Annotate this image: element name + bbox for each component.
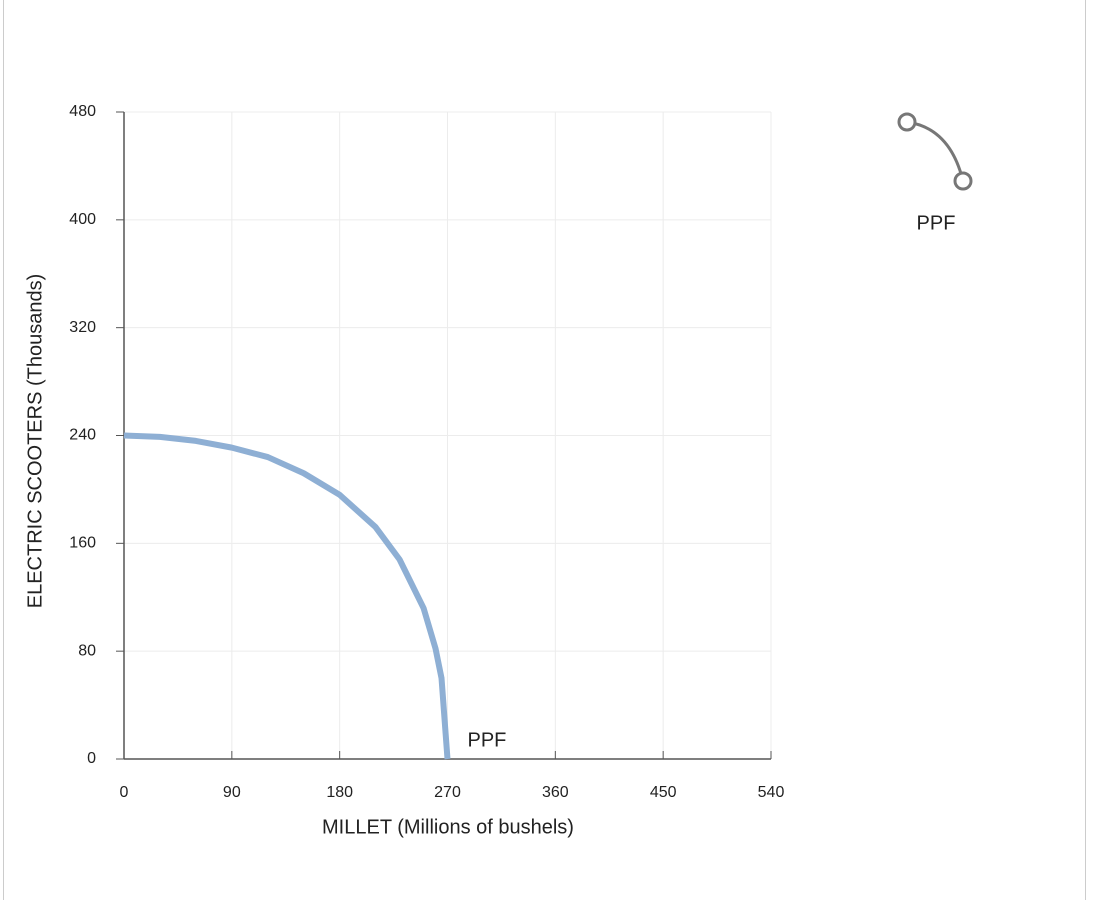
tool-handle[interactable] (953, 171, 973, 191)
y-axis-label: ELECTRIC SCOOTERS (Thousands) (24, 274, 46, 609)
x-tick-label: 90 (223, 784, 241, 801)
tool-curve[interactable] (906, 120, 965, 182)
y-tick-label: 480 (69, 103, 96, 120)
tool-label[interactable]: PPF (917, 212, 956, 234)
ppf-tool[interactable]: PPF (897, 112, 973, 234)
x-tick-label: 270 (434, 784, 461, 801)
x-tick-label: 180 (326, 784, 353, 801)
x-tick-label: 0 (120, 784, 129, 801)
curve-label: PPF (468, 729, 507, 751)
x-axis-label: MILLET (Millions of bushels) (322, 816, 574, 838)
y-tick-label: 320 (69, 319, 96, 336)
x-tick-label: 450 (650, 784, 677, 801)
y-tick-label: 240 (69, 427, 96, 444)
y-tick-label: 0 (87, 750, 96, 767)
x-tick-label: 360 (542, 784, 569, 801)
tool-handle[interactable] (897, 112, 917, 132)
y-tick-label: 160 (69, 535, 96, 552)
y-tick-label: 80 (78, 642, 96, 659)
ppf-curve (123, 432, 451, 760)
y-tick-label: 400 (69, 211, 96, 228)
x-tick-label: 540 (758, 784, 785, 801)
